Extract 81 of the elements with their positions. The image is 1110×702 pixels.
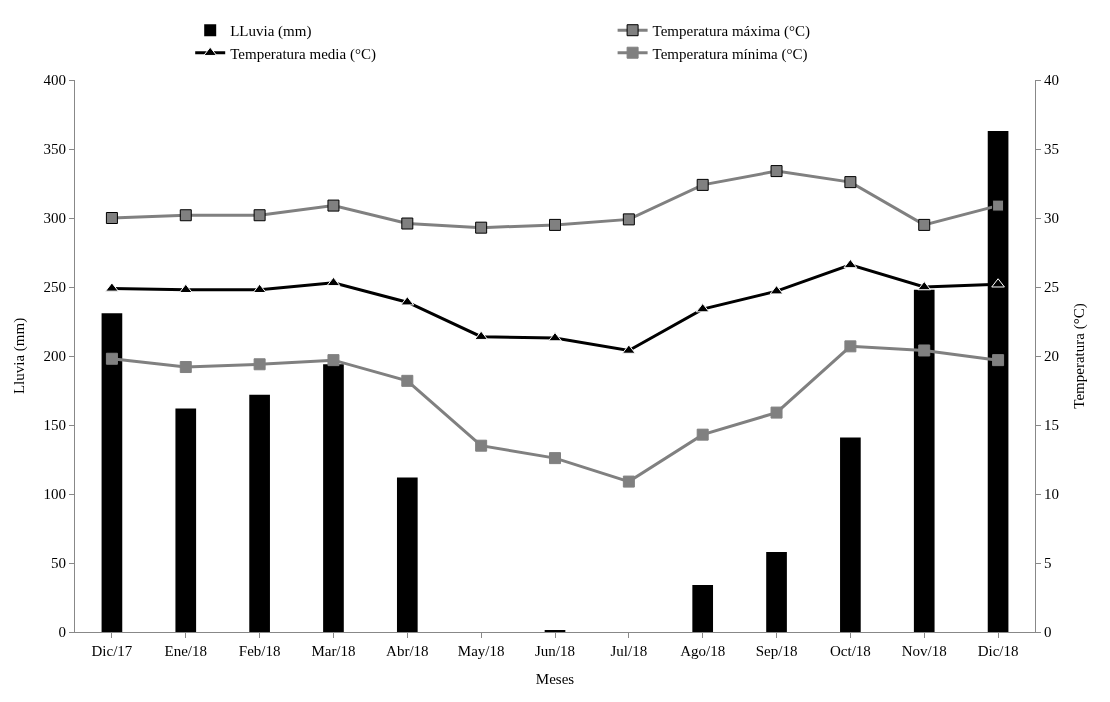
bar — [175, 408, 197, 632]
bar — [840, 437, 861, 632]
point — [992, 354, 1005, 367]
y2-axis-title: Temperatura (°C) — [1071, 303, 1088, 409]
bar — [766, 551, 787, 632]
point — [326, 276, 341, 287]
point — [178, 283, 193, 294]
y2-tick-label: 15 — [1044, 417, 1059, 434]
x-tick-label: Ago/18 — [680, 643, 726, 659]
y-tick-label: 150 — [43, 417, 66, 434]
x-axis-title: Meses — [535, 671, 575, 687]
y-tick-label: 200 — [43, 348, 66, 365]
point — [918, 218, 931, 231]
x-tick-label: Nov/18 — [901, 643, 947, 659]
x-tick-label: Abr/18 — [386, 643, 429, 659]
legend-label: Temperatura máxima (°C) — [652, 23, 810, 41]
point — [253, 209, 266, 222]
point — [401, 217, 414, 230]
x-tick-label: Oct/18 — [829, 643, 871, 659]
y2-tick-label: 35 — [1044, 141, 1059, 158]
y2-tick-label: 25 — [1044, 279, 1059, 296]
x-tick-label: Jun/18 — [534, 643, 576, 659]
point — [252, 283, 267, 294]
point — [401, 374, 414, 387]
y-axis-title: Lluvia (mm) — [10, 317, 28, 395]
point — [770, 165, 783, 178]
bar — [249, 394, 270, 632]
x-tick-label: Mar/18 — [311, 643, 356, 659]
x-tick-label: Dic/17 — [91, 643, 133, 659]
point — [179, 361, 192, 374]
point — [991, 278, 1005, 288]
y-tick-label: 100 — [43, 486, 66, 503]
point — [179, 209, 192, 222]
y-tick-label: 250 — [43, 279, 66, 296]
point — [844, 176, 857, 189]
point — [475, 221, 488, 234]
point — [843, 258, 858, 269]
point — [770, 406, 783, 419]
point — [105, 212, 118, 224]
point — [622, 475, 635, 488]
point — [549, 452, 561, 465]
point — [475, 439, 488, 452]
point — [253, 358, 266, 371]
point — [105, 282, 119, 292]
x-tick-label: Ene/18 — [164, 643, 208, 659]
y-tick-label: 0 — [58, 624, 66, 641]
x-tick-label: Jul/18 — [610, 643, 648, 659]
bar — [396, 477, 418, 632]
y2-tick-label: 10 — [1044, 486, 1059, 503]
bar — [101, 313, 123, 632]
y2-tick-label: 40 — [1044, 72, 1059, 89]
x-tick-label: Sep/18 — [755, 643, 798, 659]
point — [548, 332, 562, 342]
y2-tick-label: 20 — [1044, 348, 1059, 365]
point — [844, 340, 857, 353]
point — [327, 199, 340, 212]
y-tick-label: 300 — [43, 210, 66, 227]
point — [622, 344, 636, 354]
bar — [323, 364, 344, 632]
bar — [692, 585, 714, 632]
y-tick-label: 50 — [51, 555, 66, 572]
legend-label: Temperatura mínima (°C) — [652, 45, 808, 63]
point — [549, 218, 561, 231]
legend-label: Temperatura media (°C) — [230, 45, 376, 63]
y2-tick-label: 5 — [1044, 555, 1052, 572]
point — [992, 199, 1005, 212]
point — [918, 344, 931, 357]
y-tick-label: 400 — [43, 72, 66, 89]
y-tick-label: 350 — [43, 141, 66, 158]
point — [327, 354, 340, 367]
legend-label: LLuvia (mm) — [230, 23, 312, 41]
point — [696, 178, 709, 191]
point — [474, 330, 488, 340]
x-tick-label: Feb/18 — [238, 643, 281, 659]
point — [696, 428, 709, 441]
point — [622, 213, 635, 226]
x-tick-label: Dic/18 — [977, 643, 1019, 659]
y2-tick-label: 30 — [1044, 210, 1059, 227]
point — [105, 352, 118, 365]
x-tick-label: May/18 — [457, 643, 505, 659]
y2-tick-label: 0 — [1044, 624, 1052, 641]
